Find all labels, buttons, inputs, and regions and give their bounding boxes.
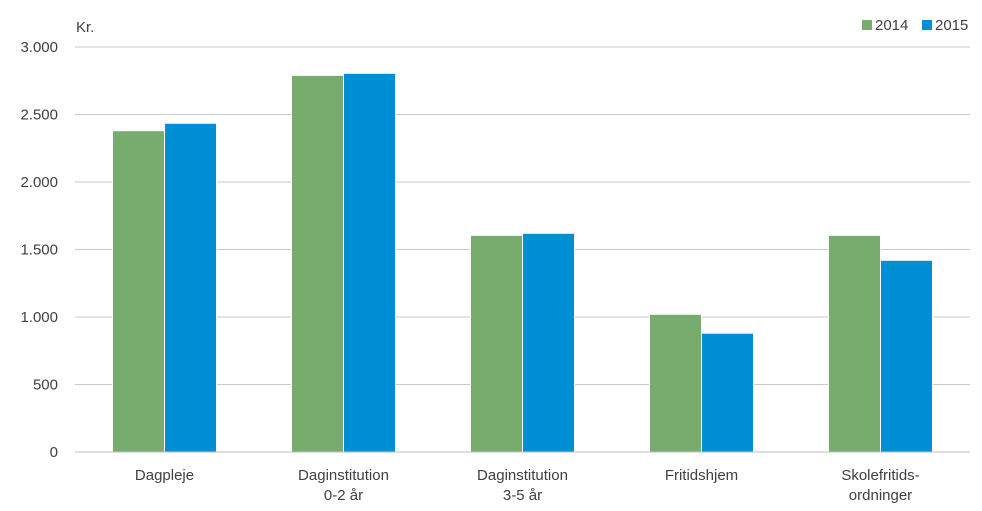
x-category-label: Fritidshjem bbox=[665, 467, 738, 484]
bar-2015-1 bbox=[343, 72, 396, 453]
category-label-line: 0-2 år bbox=[324, 487, 363, 504]
bar-2014-2 bbox=[470, 234, 523, 453]
y-tick-label: 2.500 bbox=[20, 107, 58, 124]
bar-2014-1 bbox=[291, 74, 344, 453]
y-axis-ticks: 0 500 1.000 1.500 2.000 2.500 3.000 bbox=[20, 39, 58, 461]
category-label-line: Daginstitution bbox=[298, 467, 389, 484]
bar-2015-2 bbox=[522, 232, 575, 453]
legend: 2014 2015 bbox=[862, 17, 968, 34]
bar-2015-3 bbox=[701, 332, 754, 453]
legend-swatch-2015 bbox=[922, 20, 932, 30]
legend-label-2014: 2014 bbox=[875, 17, 908, 34]
y-tick-label: 0 bbox=[50, 444, 58, 461]
bar-2014-3 bbox=[649, 313, 702, 453]
category-label-line: Dagpleje bbox=[135, 467, 194, 484]
category-label-line: 3-5 år bbox=[503, 487, 542, 504]
x-category-label: Dagpleje bbox=[135, 467, 194, 484]
bar-2014-0 bbox=[112, 130, 165, 453]
bars bbox=[112, 72, 933, 453]
bar-2015-4 bbox=[880, 259, 933, 453]
bar-2015-0 bbox=[164, 122, 217, 453]
y-tick-label: 2.000 bbox=[20, 174, 58, 191]
category-label-line: ordninger bbox=[849, 487, 912, 504]
y-tick-label: 500 bbox=[33, 377, 58, 394]
x-category-label: Daginstitution 3-5 år bbox=[477, 467, 568, 504]
legend-label-2015: 2015 bbox=[935, 17, 968, 34]
y-tick-label: 1.000 bbox=[20, 309, 58, 326]
y-tick-label: 3.000 bbox=[20, 39, 58, 56]
category-label-line: Daginstitution bbox=[477, 467, 568, 484]
x-category-label: Daginstitution 0-2 år bbox=[298, 467, 389, 504]
y-axis-unit-label: Kr. bbox=[76, 19, 94, 36]
category-labels: Dagpleje Daginstitution 0-2 årDaginstituti… bbox=[135, 467, 920, 504]
x-category-label: Skolefritids-ordninger bbox=[841, 467, 919, 504]
category-label-line: Skolefritids- bbox=[841, 467, 919, 484]
y-tick-label: 1.500 bbox=[20, 242, 58, 259]
bar-2014-4 bbox=[828, 234, 881, 453]
category-label-line: Fritidshjem bbox=[665, 467, 738, 484]
legend-swatch-2014 bbox=[862, 20, 872, 30]
